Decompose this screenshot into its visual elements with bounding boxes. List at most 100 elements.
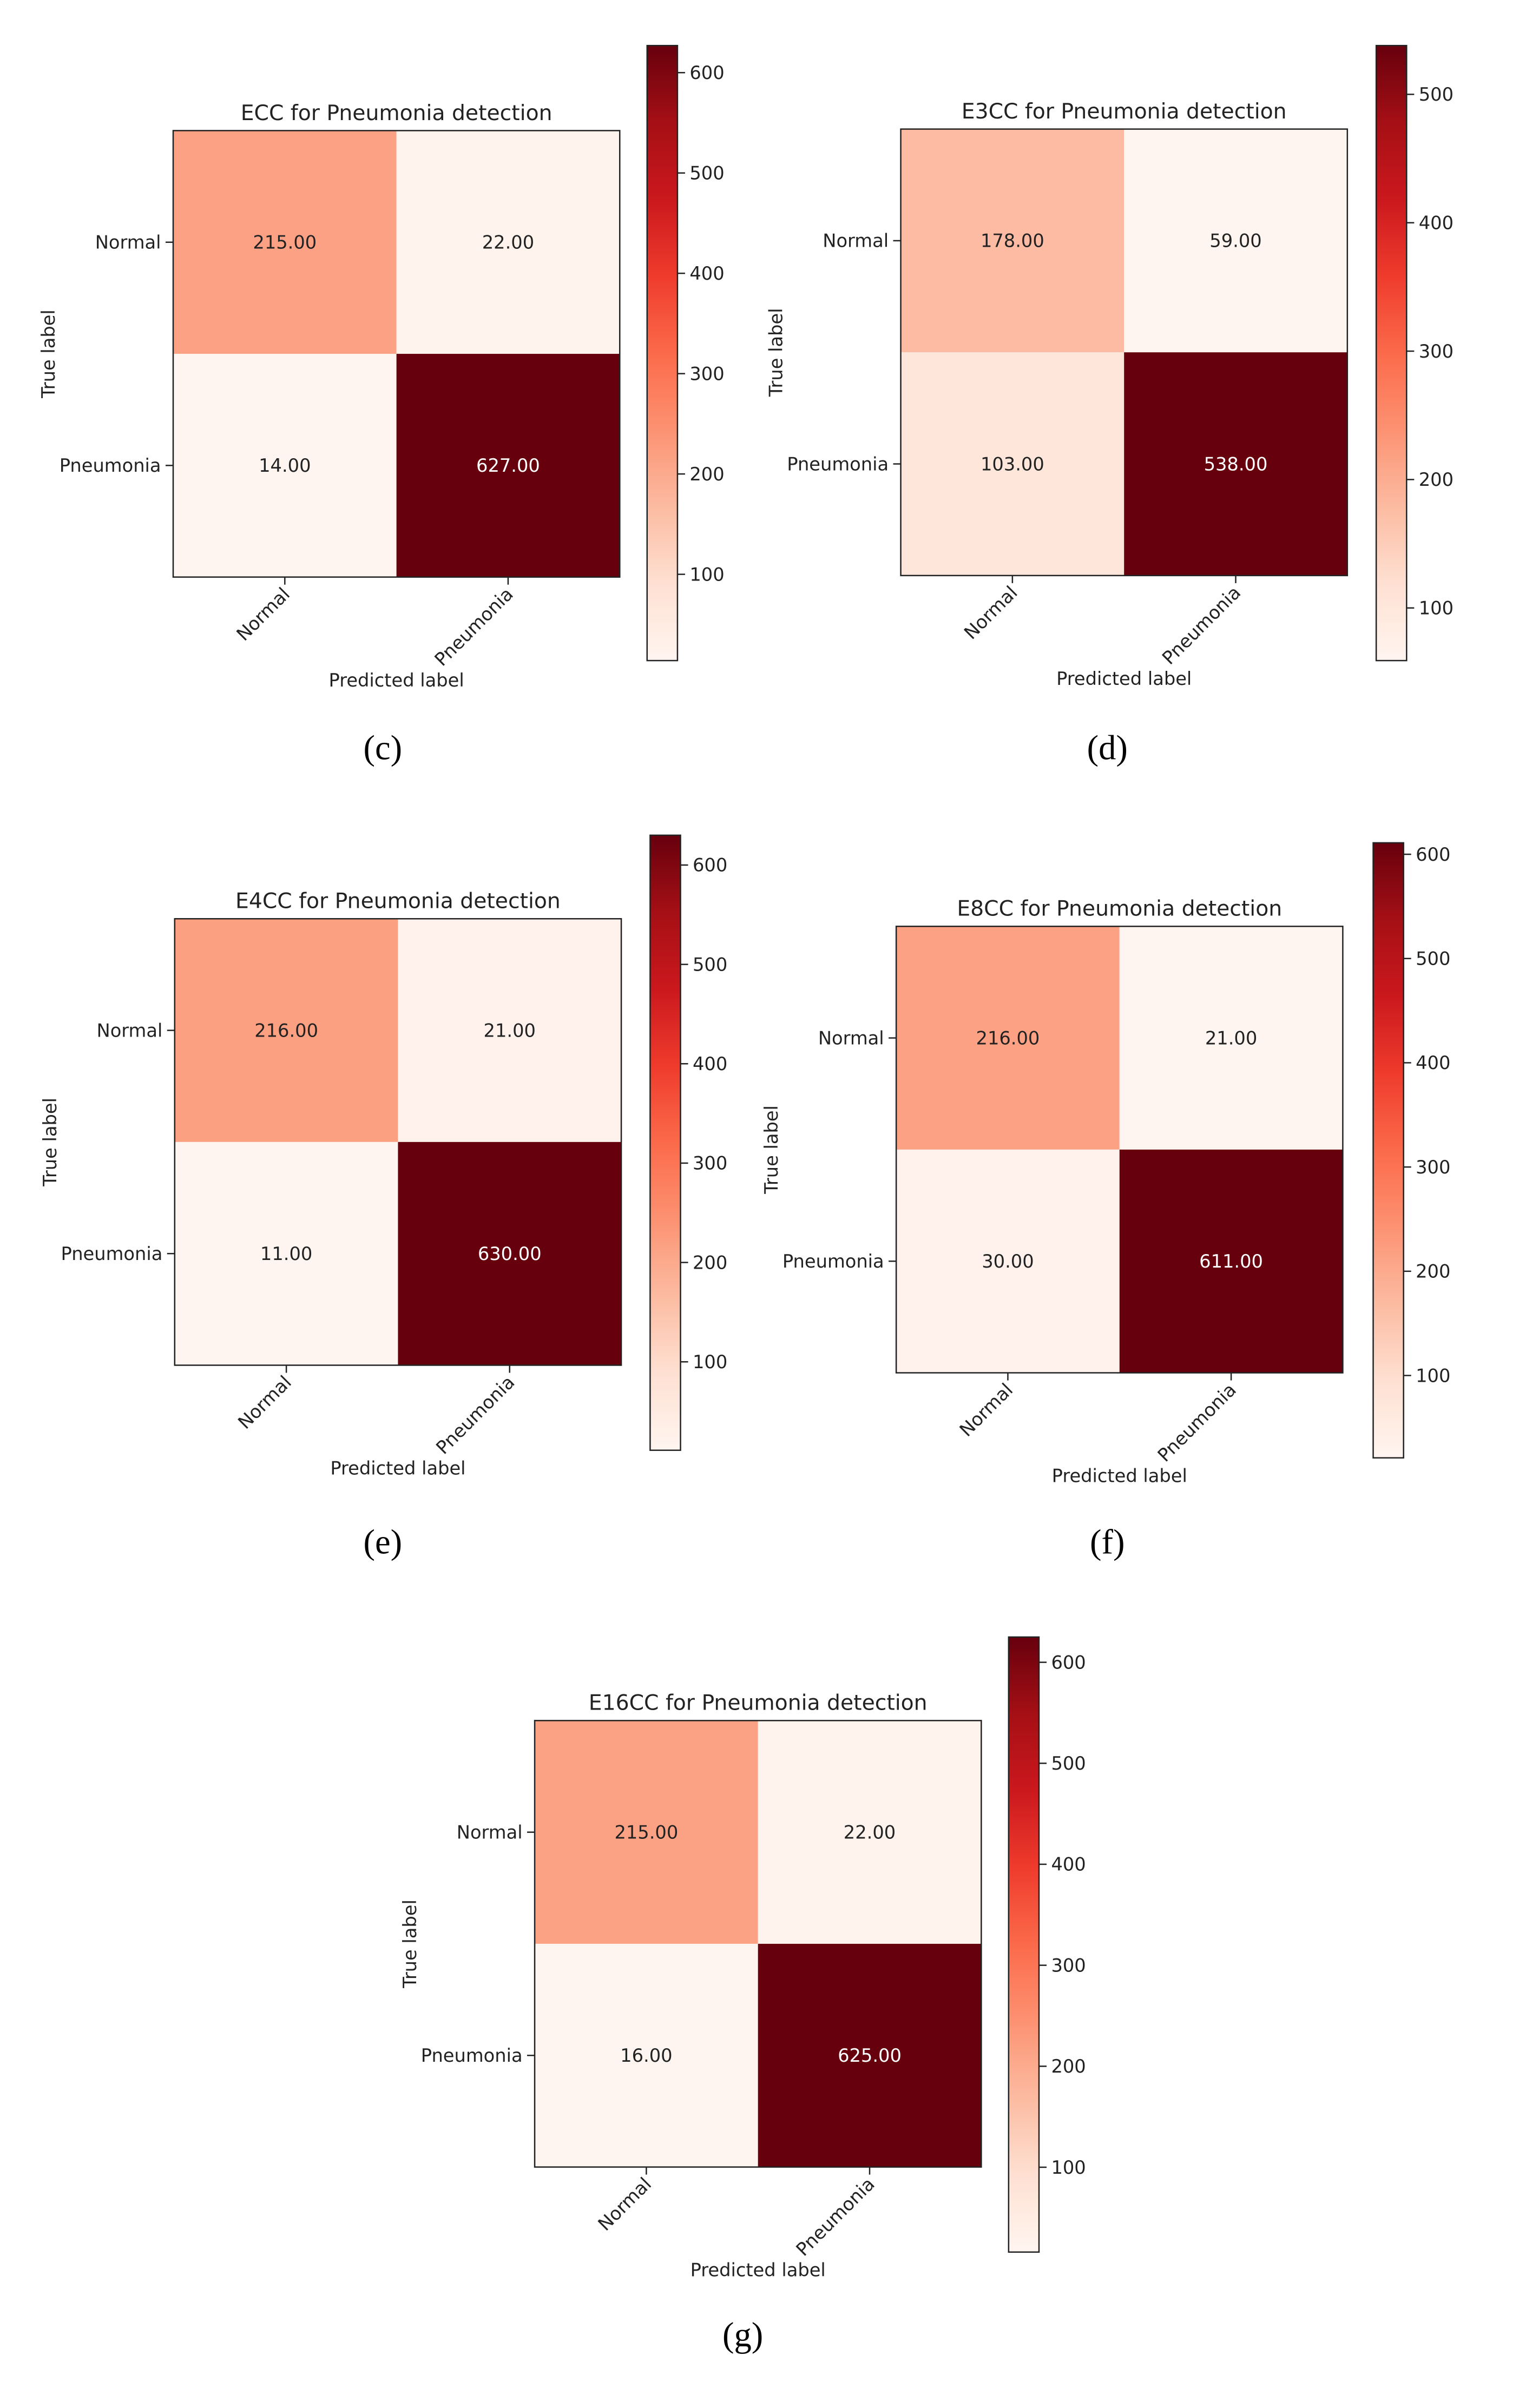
x-tick-label: Normal	[232, 583, 294, 645]
cell-value-label: 625.00	[838, 2045, 902, 2066]
panel-label: (e)	[364, 1522, 403, 1562]
x-axis-label: Predicted label	[329, 670, 464, 691]
x-axis-label: Predicted label	[1056, 668, 1192, 689]
x-tick-label: Normal	[594, 2173, 656, 2235]
cell-value-label: 611.00	[1199, 1251, 1263, 1272]
chart-title: E4CC for Pneumonia detection	[235, 889, 561, 914]
matrix-cell	[896, 926, 1120, 1150]
cell-value-label: 103.00	[981, 453, 1044, 474]
colorbar-tick-label: 500	[1051, 1753, 1086, 1774]
matrix-cell	[173, 130, 397, 354]
matrix-cell	[174, 919, 398, 1142]
cell-value-label: 630.00	[478, 1243, 542, 1264]
cell-value-label: 215.00	[253, 232, 317, 253]
colorbar-tick-label: 200	[693, 1252, 727, 1273]
y-axis-label: True label	[40, 1098, 61, 1187]
x-tick-label: Pneumonia	[1154, 1379, 1240, 1466]
colorbar-tick-label: 100	[1416, 1365, 1450, 1386]
y-axis-label: True label	[38, 309, 59, 399]
matrix-cell	[396, 130, 620, 354]
cell-value-label: 59.00	[1209, 230, 1261, 252]
y-tick-label: Pneumonia	[421, 2045, 523, 2066]
y-tick-label: Normal	[95, 232, 161, 253]
colorbar	[1372, 842, 1404, 1459]
colorbar-tick-label: 600	[1416, 844, 1450, 865]
matrix-frame	[534, 1720, 982, 2168]
colorbar	[1375, 44, 1408, 662]
cell-value-label: 178.00	[981, 230, 1044, 252]
x-tick-label: Normal	[234, 1371, 295, 1433]
confusion-matrix-panel: 216.00 21.00 11.00 630.00 E4CC for Pneumonia…	[40, 834, 727, 1562]
cell-value-label: 627.00	[476, 455, 540, 476]
x-tick-label: Pneumonia	[432, 1371, 518, 1458]
y-tick-label: Pneumonia	[61, 1243, 163, 1264]
cell-value-label: 216.00	[254, 1020, 318, 1041]
x-axis-label: Predicted label	[330, 1458, 465, 1479]
colorbar-tick-label: 600	[689, 62, 724, 83]
y-tick-label: Normal	[818, 1027, 884, 1048]
cell-value-label: 215.00	[614, 1822, 678, 1843]
panel-label: (d)	[1087, 728, 1128, 768]
confusion-matrix-panel: 216.00 21.00 30.00 611.00 E8CC for Pneumonia…	[761, 842, 1450, 1562]
colorbar-tick-label: 400	[689, 263, 724, 284]
panel-label: (g)	[722, 2315, 763, 2354]
x-tick-label: Pneumonia	[1158, 582, 1245, 669]
matrix-cell	[758, 1943, 982, 2167]
matrix-cell	[398, 919, 622, 1142]
colorbar-tick-label: 400	[1419, 213, 1454, 234]
colorbar-tick-label: 500	[1419, 84, 1454, 105]
y-tick-label: Pneumonia	[782, 1251, 884, 1272]
panel-label: (f)	[1090, 1522, 1125, 1562]
colorbar-tick-label: 500	[689, 163, 724, 184]
colorbar	[649, 834, 681, 1451]
colorbar-tick-label: 400	[1051, 1854, 1086, 1875]
cell-value-label: 30.00	[982, 1251, 1034, 1272]
colorbar-tick-label: 400	[693, 1053, 727, 1074]
colorbar-tick-label: 300	[1051, 1955, 1086, 1976]
matrix-cell	[758, 1720, 982, 1944]
x-tick-label: Normal	[960, 582, 1022, 644]
y-axis-label: True label	[399, 1899, 420, 1989]
colorbar-tick-label: 100	[689, 564, 724, 585]
matrix-cell	[1119, 926, 1343, 1150]
colorbar-tick-label: 500	[693, 954, 727, 975]
matrix-cell	[1124, 352, 1347, 576]
matrix-cell	[900, 129, 1125, 353]
chart-title: ECC for Pneumonia detection	[241, 101, 553, 126]
chart-title: E16CC for Pneumonia detection	[589, 1691, 928, 1716]
matrix-frame	[895, 926, 1344, 1374]
colorbar-tick-label: 200	[689, 464, 724, 485]
cell-value-label: 21.00	[484, 1020, 536, 1041]
x-tick-label: Pneumonia	[792, 2173, 878, 2260]
cell-value-label: 538.00	[1204, 453, 1268, 474]
matrix-cell	[173, 354, 397, 577]
confusion-matrix-panel: 178.00 59.00 103.00 538.00 E3CC for Pneumoni…	[766, 44, 1454, 768]
matrix-cell	[900, 352, 1125, 576]
chart-title: E3CC for Pneumonia detection	[962, 100, 1287, 124]
matrix-cell	[896, 1149, 1120, 1373]
colorbar	[1008, 1636, 1040, 2253]
cell-value-label: 22.00	[844, 1822, 896, 1843]
matrix-cell	[535, 1720, 758, 1944]
y-tick-label: Pneumonia	[60, 455, 161, 476]
x-axis-label: Predicted label	[691, 2260, 826, 2281]
colorbar-tick-label: 500	[1416, 948, 1450, 969]
matrix-cell	[398, 1142, 622, 1365]
matrix-frame	[174, 918, 622, 1366]
colorbar-tick-label: 400	[1416, 1052, 1450, 1073]
panel-label: (c)	[364, 728, 403, 768]
cell-value-label: 22.00	[482, 232, 534, 253]
x-tick-label: Normal	[956, 1379, 1017, 1441]
confusion-matrix-panel: 215.00 22.00 14.00 627.00 ECC for Pneumonia …	[38, 44, 725, 768]
cell-value-label: 21.00	[1205, 1027, 1257, 1048]
chart-title: E8CC for Pneumonia detection	[957, 897, 1282, 921]
colorbar-tick-label: 200	[1419, 469, 1454, 490]
matrix-cell	[1124, 129, 1347, 353]
matrix-cell	[396, 354, 620, 577]
matrix-cell	[535, 1943, 758, 2167]
colorbar-tick-label: 600	[693, 855, 727, 876]
confusion-matrix-panel: 215.00 22.00 16.00 625.00 E16CC for Pneumoni…	[399, 1636, 1086, 2354]
colorbar-tick-label: 200	[1416, 1261, 1450, 1282]
matrix-frame	[900, 128, 1349, 577]
matrix-cell	[174, 1142, 398, 1365]
